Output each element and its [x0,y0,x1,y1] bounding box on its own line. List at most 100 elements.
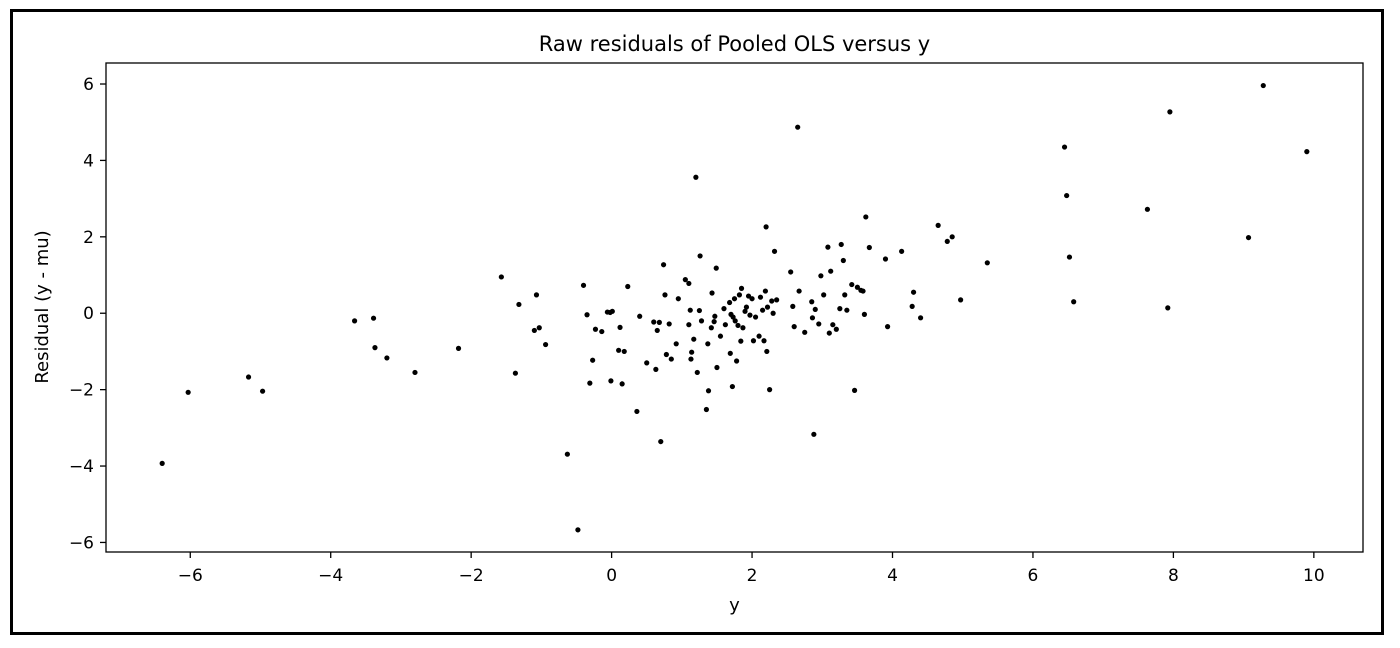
data-point [682,277,688,283]
data-point [796,288,802,294]
data-point [616,347,622,353]
data-point [673,341,679,347]
data-point [696,307,702,314]
data-point [686,280,692,287]
data-point [637,313,643,319]
data-point [721,306,727,312]
data-point [750,338,757,344]
data-point [412,369,418,376]
data-point [774,297,780,303]
data-point [866,244,872,251]
data-point [688,356,694,362]
data-point [909,303,915,309]
data-point [729,383,735,390]
chart-title: Raw residuals of Pooled OLS versus y [539,32,930,56]
data-point [949,234,955,240]
data-point [842,292,848,298]
data-point [910,289,917,295]
data-point [749,296,755,302]
data-point [738,285,745,291]
data-point [821,292,827,298]
data-point [580,282,587,288]
data-point [761,338,767,344]
data-point [686,322,692,328]
x-tick-label: −6 [178,566,203,586]
data-point [763,224,769,230]
x-tick-label: 8 [1168,566,1179,586]
data-point [742,308,748,314]
y-tick-label: 0 [83,304,94,324]
data-point [663,351,669,358]
data-point [935,222,941,228]
x-tick-label: −2 [459,566,484,586]
data-point [802,329,808,335]
data-point [740,325,746,331]
y-axis: −6 −4 −2 0 2 4 6 [69,75,106,553]
data-point [384,355,390,361]
data-point [651,319,657,325]
data-point [944,238,950,245]
data-point [1260,82,1266,89]
data-point [984,260,990,266]
data-point [1071,299,1077,305]
data-point [590,357,596,363]
data-point [854,284,860,290]
data-point [714,364,720,371]
data-point [826,330,832,336]
x-axis: −6 −4 −2 0 2 4 6 8 10 [178,552,1325,586]
data-point [708,325,714,331]
data-point [861,311,868,317]
data-point [654,327,660,334]
x-tick-label: 4 [887,566,898,586]
data-point [531,327,537,334]
data-point [730,314,736,320]
data-point [811,431,817,437]
data-point [619,381,625,387]
data-point [697,253,703,259]
data-point [1165,305,1171,311]
data-point [882,256,889,262]
data-point [752,314,759,320]
data-point [833,326,839,332]
data-point [705,341,711,347]
data-point [838,241,844,248]
data-point [1144,206,1151,212]
x-tick-label: 0 [606,566,617,586]
data-point [185,389,191,395]
data-point [599,328,605,335]
data-point [372,345,378,351]
data-point [711,319,717,325]
x-tick-label: −4 [318,566,343,586]
data-point [259,388,266,394]
data-point [764,348,770,355]
data-point [498,274,504,280]
data-point [675,296,681,302]
data-point [625,283,631,290]
data-point [917,315,924,321]
data-point [703,406,710,413]
data-point [694,369,700,376]
data-point [656,319,662,325]
data-point [542,341,549,348]
data-point [790,303,796,309]
data-point [849,281,855,288]
data-point [608,378,614,384]
data-point [564,451,570,457]
x-axis-label: y [729,595,740,616]
data-point [837,306,843,312]
data-point [592,326,599,332]
data-point [851,387,858,394]
data-point [863,214,869,220]
data-point [795,124,801,130]
data-point [762,288,768,294]
data-point [809,299,815,305]
data-point [844,307,850,313]
data-point [512,370,519,376]
data-point [726,299,733,306]
data-point [884,324,891,330]
data-point [584,312,590,318]
data-point [1167,109,1173,115]
data-point [738,338,744,344]
data-point [825,244,831,250]
data-point [693,174,699,180]
